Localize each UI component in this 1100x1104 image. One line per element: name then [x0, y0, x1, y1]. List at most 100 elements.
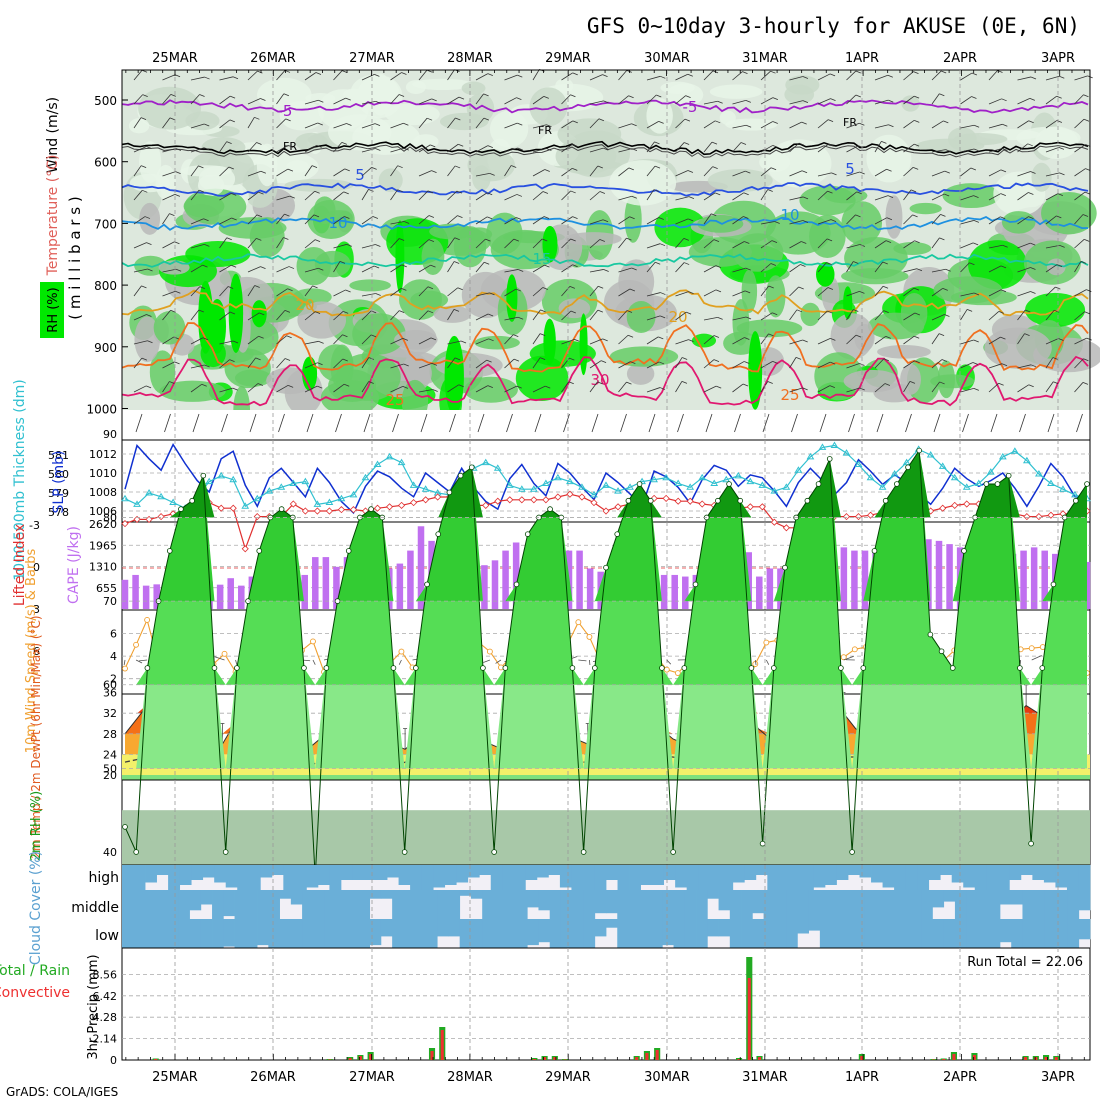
cloud-bar-high	[813, 865, 825, 888]
cloud-bar-low	[842, 919, 854, 948]
lifted-index-marker	[242, 546, 248, 552]
cloud-bar-low	[291, 919, 303, 948]
date-label-bottom: 31MAR	[742, 1070, 788, 1085]
rh-marker	[1085, 482, 1090, 487]
cloud-bar-low	[797, 919, 809, 934]
precip-convective-bar	[645, 1053, 648, 1060]
temp-tick-label: 24	[103, 748, 117, 761]
cloud-bar-high	[733, 865, 745, 883]
cloud-bar-low	[538, 919, 550, 942]
rh-marker	[906, 465, 911, 470]
cloud-bar-middle	[1079, 890, 1091, 910]
rh-blob	[422, 239, 445, 275]
precip-convective-bar	[942, 1059, 945, 1060]
date-label-top: 29MAR	[545, 51, 591, 66]
cape-bar	[122, 580, 129, 609]
cloud-bar-high	[664, 865, 676, 880]
cloud-bar-low	[167, 919, 179, 948]
rh-blob	[1002, 211, 1036, 234]
chart-layer: 25MAR25MAR26MAR26MAR27MAR27MAR28MAR28MAR…	[0, 51, 1100, 1085]
rh-marker	[1017, 666, 1022, 671]
rh-marker	[693, 582, 698, 587]
cloud-bar-middle	[370, 890, 382, 899]
precip-convective-bar	[748, 978, 751, 1060]
isotherm-label: 15	[532, 250, 551, 268]
cloud-bar-low	[910, 919, 922, 948]
precip-convective-bar	[1055, 1057, 1058, 1060]
rh-blob	[139, 203, 160, 235]
rh-marker	[894, 482, 899, 487]
cloud-bar-low	[133, 919, 145, 948]
rh-marker	[469, 465, 474, 470]
cape-bar	[841, 547, 848, 609]
cloud-bar-low	[460, 919, 472, 948]
cloud-bar-middle	[550, 890, 562, 919]
cloud-bar-high	[249, 865, 261, 890]
cloud-bar-middle	[426, 890, 438, 919]
date-label-bottom: 27MAR	[349, 1070, 395, 1085]
cloud-bar-high	[180, 865, 192, 885]
rh-marker	[962, 549, 967, 554]
footer-credit: GrADS: COLA/IGES	[6, 1085, 118, 1099]
cloud-bar-low	[865, 919, 877, 948]
precip-convective-bar	[932, 1060, 935, 1061]
wind-barb	[124, 660, 125, 665]
rh-marker	[1006, 473, 1011, 478]
cloud-bar-middle	[595, 890, 607, 913]
cloud-bar-high	[975, 865, 987, 890]
rh-marker	[201, 473, 206, 478]
cloud-bar-high	[364, 865, 376, 880]
cloud-bar-high	[1044, 865, 1056, 883]
rh-marker	[179, 507, 184, 512]
rh-blob	[627, 301, 656, 333]
cloud-bar-high	[145, 865, 157, 883]
rh-marker	[671, 850, 676, 855]
rh-blob	[910, 203, 942, 214]
rh-marker	[738, 498, 743, 503]
cloud-bar-high	[237, 865, 249, 890]
precip-tick-label: 0	[110, 1054, 117, 1067]
cloud-bar-low	[854, 919, 866, 948]
lifted-index-marker	[375, 505, 381, 511]
cloud-bar-low	[595, 919, 607, 936]
cloud-bar-high	[860, 865, 872, 878]
lifted-index-marker	[326, 508, 332, 514]
cloud-bar-high	[1032, 865, 1044, 880]
cloud-bar-low	[696, 919, 708, 948]
cloud-bar-high	[710, 865, 722, 890]
cloud-bar-low	[212, 919, 224, 948]
wind-barb	[667, 660, 671, 664]
lifted-tick-label: -3	[29, 519, 40, 532]
rh-marker	[514, 582, 519, 587]
cloud-bar-high	[894, 865, 906, 890]
cape-tick-label: 1965	[89, 539, 117, 552]
cape-bar	[946, 544, 953, 609]
cape-bar	[851, 551, 858, 609]
cloud-bar-high	[456, 865, 468, 883]
date-label-top: 2APR	[943, 51, 977, 66]
cape-tick-label: 1310	[89, 561, 117, 574]
temp-band-green	[122, 775, 1090, 780]
cloud-bar-middle	[606, 890, 618, 913]
lifted-index-marker	[783, 525, 789, 531]
cloud-bar-low	[122, 919, 134, 948]
cloud-bar-high	[168, 865, 180, 890]
rh-marker	[771, 666, 776, 671]
cloud-bar-high	[1067, 865, 1079, 890]
cloud-bar-low	[1034, 919, 1046, 948]
rh-marker	[324, 666, 329, 671]
date-label-top: 3APR	[1041, 51, 1075, 66]
wind-speed-marker	[764, 640, 769, 645]
cloud-bar-high	[1009, 865, 1021, 880]
cloud-bar-low	[178, 919, 190, 948]
cloud-bar-middle	[358, 890, 370, 919]
rh-saturated-blob	[843, 286, 852, 319]
temperature-label: Temperature (°C)	[45, 155, 61, 277]
cloud-bar-low	[302, 919, 314, 948]
lifted-index-marker	[663, 495, 669, 501]
pressure-tick-label: 1000	[86, 403, 117, 417]
cloud-bar-high	[963, 865, 975, 888]
rh-marker	[503, 666, 508, 671]
rh-marker	[839, 666, 844, 671]
wind-speed-marker	[587, 634, 592, 639]
